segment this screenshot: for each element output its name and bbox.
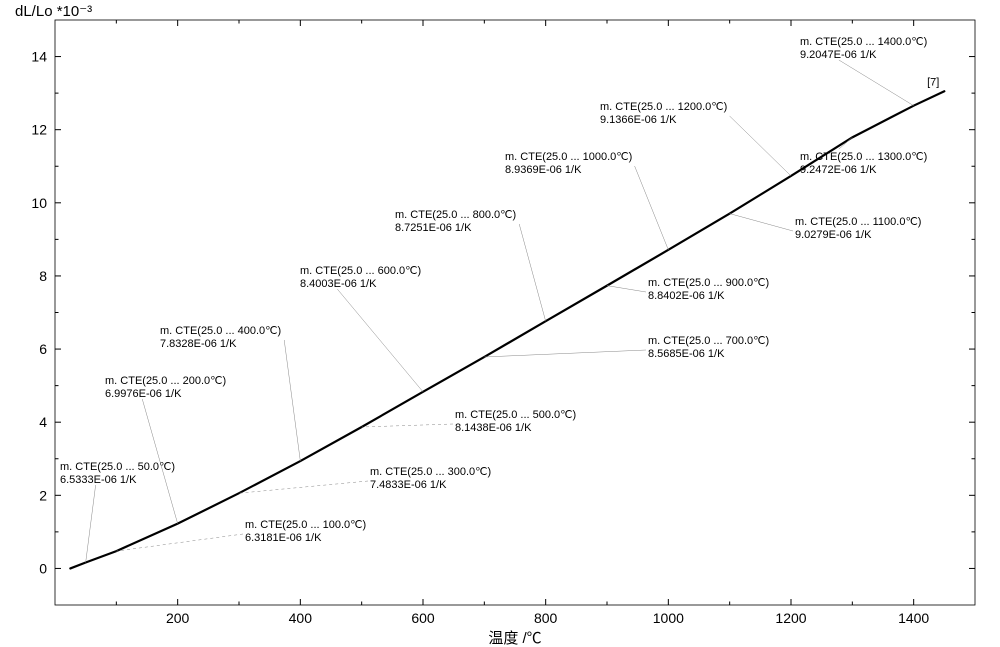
svg-text:8.8402E-06 1/K: 8.8402E-06 1/K <box>648 290 725 302</box>
x-tick-label: 200 <box>166 610 190 626</box>
svg-text:m. CTE(25.0 ... 600.0℃): m. CTE(25.0 ... 600.0℃) <box>300 265 421 277</box>
x-tick-label: 800 <box>534 610 558 626</box>
svg-text:m. CTE(25.0 ... 1100.0℃): m. CTE(25.0 ... 1100.0℃) <box>795 216 921 228</box>
svg-text:m. CTE(25.0 ... 1300.0℃): m. CTE(25.0 ... 1300.0℃) <box>800 151 927 163</box>
svg-text:m. CTE(25.0 ... 100.0℃): m. CTE(25.0 ... 100.0℃) <box>245 519 366 531</box>
cte-chart: 200 400 600 800 1000 1200 1400 0 2 4 6 8 10 12 14 dL/Lo… <box>0 0 1000 647</box>
svg-text:6.5333E-06 1/K: 6.5333E-06 1/K <box>60 474 137 486</box>
svg-text:7.4833E-06 1/K: 7.4833E-06 1/K <box>370 479 447 491</box>
svg-text:9.2472E-06 1/K: 9.2472E-06 1/K <box>800 164 877 176</box>
y-tick-label: 14 <box>31 49 47 65</box>
svg-text:8.4003E-06 1/K: 8.4003E-06 1/K <box>300 278 377 290</box>
x-axis-title: 温度 /℃ <box>488 630 541 647</box>
y-tick-label: 12 <box>31 122 47 138</box>
svg-text:6.3181E-06 1/K: 6.3181E-06 1/K <box>245 532 322 544</box>
svg-text:8.5685E-06 1/K: 8.5685E-06 1/K <box>648 348 725 360</box>
svg-text:7.8328E-06 1/K: 7.8328E-06 1/K <box>160 338 237 350</box>
svg-text:m. CTE(25.0 ... 300.0℃): m. CTE(25.0 ... 300.0℃) <box>370 466 491 478</box>
x-tick-label: 400 <box>289 610 313 626</box>
svg-text:m. CTE(25.0 ... 1400.0℃): m. CTE(25.0 ... 1400.0℃) <box>800 36 927 48</box>
svg-text:9.2047E-06 1/K: 9.2047E-06 1/K <box>800 49 877 61</box>
y-tick-label: 2 <box>39 487 47 503</box>
svg-text:9.1366E-06 1/K: 9.1366E-06 1/K <box>600 114 677 126</box>
svg-text:8.9369E-06 1/K: 8.9369E-06 1/K <box>505 164 582 176</box>
svg-text:m. CTE(25.0 ... 800.0℃): m. CTE(25.0 ... 800.0℃) <box>395 209 516 221</box>
svg-text:9.0279E-06 1/K: 9.0279E-06 1/K <box>795 229 872 241</box>
x-tick-label: 1200 <box>775 610 806 626</box>
y-tick-label: 0 <box>39 560 47 576</box>
svg-text:8.1438E-06 1/K: 8.1438E-06 1/K <box>455 422 532 434</box>
y-axis-title: dL/Lo *10⁻³ <box>15 3 92 20</box>
y-tick-label: 10 <box>31 195 47 211</box>
svg-text:6.9976E-06 1/K: 6.9976E-06 1/K <box>105 388 182 400</box>
x-tick-label: 1400 <box>898 610 929 626</box>
svg-text:8.7251E-06 1/K: 8.7251E-06 1/K <box>395 222 472 234</box>
series-label: [7] <box>927 76 939 88</box>
x-tick-label: 1000 <box>653 610 684 626</box>
svg-text:m. CTE(25.0 ... 700.0℃): m. CTE(25.0 ... 700.0℃) <box>648 335 769 347</box>
svg-text:m. CTE(25.0 ... 1200.0℃): m. CTE(25.0 ... 1200.0℃) <box>600 101 727 113</box>
chart-container: 200 400 600 800 1000 1200 1400 0 2 4 6 8 10 12 14 dL/Lo… <box>0 0 1000 647</box>
svg-text:m. CTE(25.0 ... 200.0℃): m. CTE(25.0 ... 200.0℃) <box>105 375 226 387</box>
y-tick-label: 6 <box>39 341 47 357</box>
svg-text:m. CTE(25.0 ... 900.0℃): m. CTE(25.0 ... 900.0℃) <box>648 277 769 289</box>
svg-text:m. CTE(25.0 ... 50.0℃): m. CTE(25.0 ... 50.0℃) <box>60 461 175 473</box>
y-tick-label: 4 <box>39 414 47 430</box>
svg-text:m. CTE(25.0 ... 400.0℃): m. CTE(25.0 ... 400.0℃) <box>160 325 281 337</box>
svg-text:m. CTE(25.0 ... 1000.0℃): m. CTE(25.0 ... 1000.0℃) <box>505 151 632 163</box>
y-tick-label: 8 <box>39 268 47 284</box>
x-tick-label: 600 <box>411 610 435 626</box>
svg-text:m. CTE(25.0 ... 500.0℃): m. CTE(25.0 ... 500.0℃) <box>455 409 576 421</box>
